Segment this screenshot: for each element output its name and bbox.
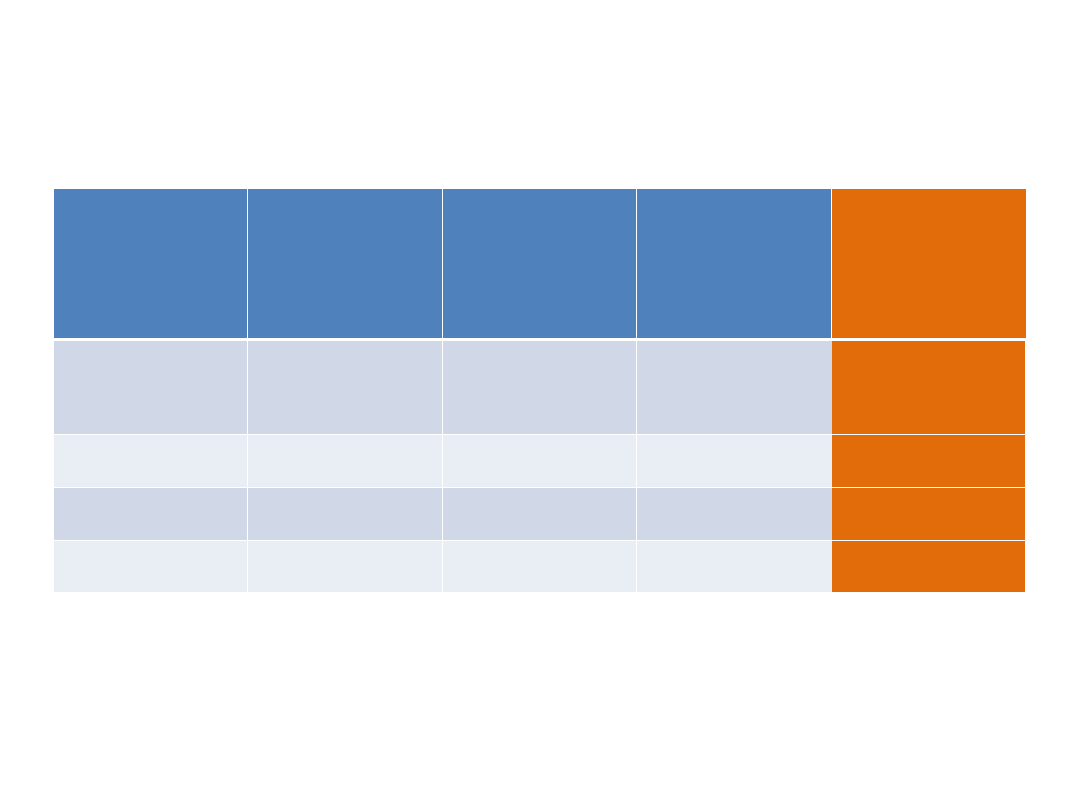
- cell-highlight: [831, 341, 1026, 434]
- header-cell: [442, 189, 638, 338]
- cell: [54, 540, 249, 592]
- cell: [248, 487, 443, 540]
- cell: [248, 434, 443, 487]
- cell: [637, 341, 832, 434]
- header-cell: [248, 189, 443, 338]
- cell-highlight: [831, 487, 1026, 540]
- cell-highlight: [831, 540, 1026, 592]
- header-cell: [54, 189, 249, 338]
- cell: [54, 341, 249, 434]
- table: [54, 189, 1026, 592]
- header-cell: [637, 189, 832, 338]
- cell: [442, 434, 638, 487]
- header-separator: [54, 338, 1026, 341]
- cell: [54, 487, 249, 540]
- cell: [442, 487, 638, 540]
- cell: [248, 341, 443, 434]
- cell: [54, 434, 249, 487]
- cell: [637, 540, 832, 592]
- cell: [442, 540, 638, 592]
- cell: [248, 540, 443, 592]
- cell: [637, 434, 832, 487]
- cell: [637, 487, 832, 540]
- cell: [442, 341, 638, 434]
- header-cell-highlight: [831, 189, 1026, 338]
- cell-highlight: [831, 434, 1026, 487]
